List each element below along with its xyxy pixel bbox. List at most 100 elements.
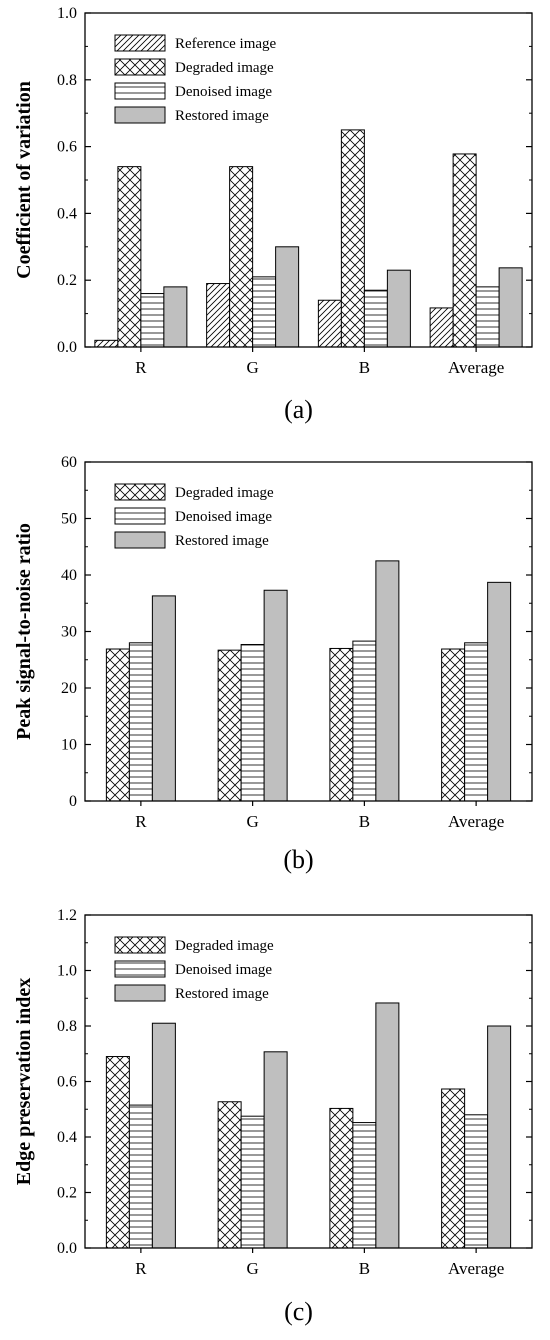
y-tick-label: 20 bbox=[61, 680, 77, 697]
legend-swatch bbox=[114, 106, 166, 124]
bar-denoised-image-g bbox=[240, 643, 265, 802]
bar-degraded-image-b bbox=[340, 129, 365, 348]
bar-restored-image-average bbox=[498, 267, 523, 348]
legend-swatch bbox=[114, 507, 166, 525]
bar-degraded-image-r bbox=[117, 166, 142, 348]
bar-restored-image-r bbox=[151, 595, 176, 802]
x-category-label: B bbox=[359, 1259, 370, 1278]
y-tick-label: 0.4 bbox=[57, 1129, 77, 1146]
bar-degraded-image-r bbox=[105, 648, 130, 802]
x-category-label: B bbox=[359, 358, 370, 377]
y-tick-label: 30 bbox=[61, 624, 77, 641]
y-tick-label: 0.6 bbox=[57, 139, 77, 156]
bar-restored-image-b bbox=[375, 560, 400, 802]
bar-denoised-image-b bbox=[352, 1122, 377, 1249]
bar-restored-image-average bbox=[487, 581, 512, 802]
bar-restored-image-r bbox=[151, 1022, 176, 1249]
legend-label: Denoised image bbox=[175, 84, 272, 100]
bar-degraded-image-average bbox=[452, 153, 477, 348]
chart-panel-2: 0 10 20 30 40 50 60 R G B Average Peak signal-to-no… bbox=[13, 454, 533, 874]
legend-label: Restored image bbox=[175, 108, 269, 124]
bar-degraded-image-g bbox=[217, 649, 242, 802]
legend-label: Restored image bbox=[175, 533, 269, 549]
legend-label: Degraded image bbox=[175, 485, 274, 501]
legend-swatch bbox=[114, 82, 166, 100]
bar-degraded-image-average bbox=[441, 1088, 466, 1249]
bar-restored-image-r bbox=[163, 286, 188, 348]
bar-restored-image-b bbox=[386, 269, 411, 348]
bar-denoised-image-b bbox=[352, 640, 377, 802]
bar-reference-image-g bbox=[206, 283, 231, 348]
bar-denoised-image-average bbox=[475, 286, 500, 348]
chart-panel-1: 0.0 0.2 0.4 0.6 0.8 1.0 R G B Average Coefficient … bbox=[13, 5, 533, 424]
legend-swatch bbox=[114, 58, 166, 76]
bar-denoised-image-r bbox=[140, 293, 165, 348]
bar-reference-image-average bbox=[429, 307, 454, 348]
bar-restored-image-g bbox=[275, 246, 300, 348]
x-category-label: B bbox=[359, 812, 370, 831]
legend-label: Denoised image bbox=[175, 962, 272, 978]
bar-degraded-image-g bbox=[217, 1101, 242, 1249]
chart-panel-3: 0.0 0.2 0.4 0.6 0.8 1.0 1.2 R G B Average Edge pres… bbox=[13, 907, 533, 1326]
x-category-label: R bbox=[135, 812, 147, 831]
bar-denoised-image-r bbox=[128, 1104, 153, 1249]
bar-degraded-image-g bbox=[229, 166, 254, 348]
bar-denoised-image-r bbox=[128, 642, 153, 802]
legend-label: Degraded image bbox=[175, 60, 274, 76]
legend-swatch bbox=[114, 984, 166, 1002]
y-tick-label: 0.2 bbox=[57, 272, 77, 289]
y-tick-label: 40 bbox=[61, 567, 77, 584]
bar-restored-image-g bbox=[263, 589, 288, 802]
bar-degraded-image-r bbox=[105, 1056, 130, 1249]
x-category-label: Average bbox=[448, 812, 504, 831]
y-tick-label: 0.6 bbox=[57, 1074, 77, 1091]
bar-denoised-image-g bbox=[252, 276, 277, 348]
y-tick-label: 60 bbox=[61, 454, 77, 471]
legend-label: Degraded image bbox=[175, 938, 274, 954]
y-axis-title: Edge preservation index bbox=[13, 978, 35, 1185]
legend-swatch bbox=[114, 531, 166, 549]
bar-denoised-image-average bbox=[464, 642, 489, 802]
y-tick-label: 10 bbox=[61, 737, 77, 754]
bar-denoised-image-g bbox=[240, 1115, 265, 1249]
y-tick-label: 0.0 bbox=[57, 339, 77, 356]
x-category-label: G bbox=[246, 358, 258, 377]
legend-label: Reference image bbox=[175, 36, 277, 52]
y-tick-label: 1.2 bbox=[57, 907, 77, 924]
legend-label: Restored image bbox=[175, 986, 269, 1002]
bar-reference-image-r bbox=[94, 339, 119, 348]
x-category-label: Average bbox=[448, 1259, 504, 1278]
legend-label: Denoised image bbox=[175, 509, 272, 525]
y-tick-label: 0.2 bbox=[57, 1185, 77, 1202]
x-category-label: Average bbox=[448, 358, 504, 377]
y-tick-label: 0.8 bbox=[57, 72, 77, 89]
legend-swatch bbox=[114, 483, 166, 501]
y-tick-label: 1.0 bbox=[57, 963, 77, 980]
x-category-label: R bbox=[135, 1259, 147, 1278]
y-tick-label: 50 bbox=[61, 511, 77, 528]
bar-restored-image-g bbox=[263, 1051, 288, 1249]
x-category-label: R bbox=[135, 358, 147, 377]
y-tick-label: 0.4 bbox=[57, 205, 77, 222]
bar-degraded-image-b bbox=[329, 1107, 354, 1249]
y-tick-label: 0.0 bbox=[57, 1240, 77, 1257]
x-category-label: G bbox=[246, 1259, 258, 1278]
legend-swatch bbox=[114, 34, 166, 52]
x-category-label: G bbox=[246, 812, 258, 831]
panel-label: (b) bbox=[283, 845, 313, 874]
legend-swatch bbox=[114, 960, 166, 978]
legend-swatch bbox=[114, 936, 166, 954]
bar-denoised-image-average bbox=[464, 1114, 489, 1249]
y-axis-title: Coefficient of variation bbox=[13, 81, 35, 279]
bar-degraded-image-b bbox=[329, 647, 354, 802]
y-axis-title: Peak signal-to-noise ratio bbox=[13, 523, 35, 740]
bar-denoised-image-b bbox=[363, 289, 388, 348]
panel-label: (c) bbox=[284, 1297, 313, 1326]
bar-reference-image-b bbox=[317, 299, 342, 348]
bar-restored-image-b bbox=[375, 1002, 400, 1249]
y-tick-label: 0 bbox=[69, 793, 77, 810]
panel-label: (a) bbox=[284, 395, 313, 424]
bar-restored-image-average bbox=[487, 1025, 512, 1249]
bar-degraded-image-average bbox=[441, 648, 466, 802]
